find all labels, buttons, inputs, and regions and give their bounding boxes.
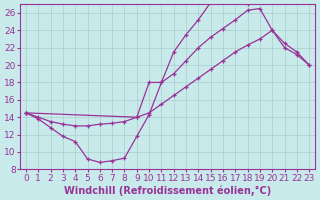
X-axis label: Windchill (Refroidissement éolien,°C): Windchill (Refroidissement éolien,°C): [64, 185, 271, 196]
